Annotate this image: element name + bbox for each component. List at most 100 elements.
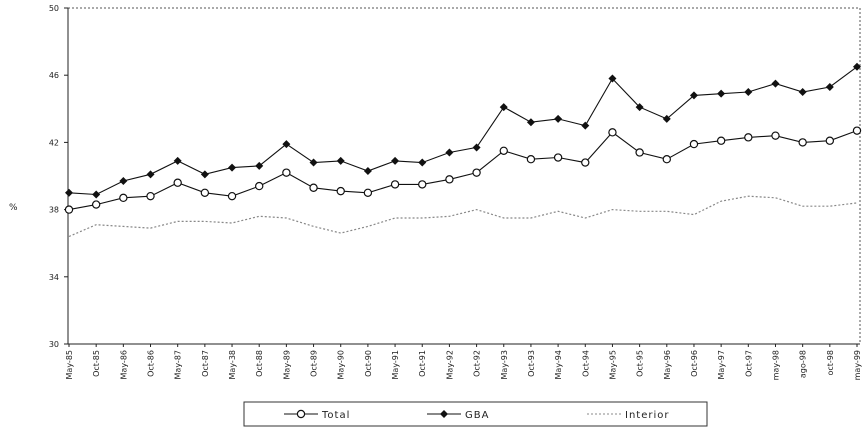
- series-line-gba: [68, 66, 858, 196]
- point-total: [635, 148, 644, 157]
- point-gba: [689, 91, 698, 100]
- point-gba: [717, 89, 726, 98]
- point-total: [119, 193, 128, 203]
- point-gba: [418, 158, 427, 167]
- x-tick-label: May-87: [174, 350, 183, 379]
- x-tick-label: May-95: [608, 350, 617, 379]
- point-gba: [228, 163, 237, 172]
- y-tick-label: 34: [49, 273, 59, 282]
- point-gba: [825, 82, 834, 91]
- point-total: [390, 180, 400, 189]
- point-gba: [309, 158, 318, 167]
- point-gba: [65, 188, 73, 197]
- point-gba: [608, 74, 617, 83]
- x-tick-label: May-93: [500, 350, 509, 379]
- x-tick-label: May-86: [119, 350, 128, 379]
- point-gba: [255, 161, 264, 170]
- point-gba: [771, 79, 780, 88]
- point-total: [499, 146, 508, 155]
- x-tick-label: Oct-89: [310, 350, 319, 377]
- x-tick-label: May-85: [65, 350, 74, 379]
- point-gba: [200, 170, 209, 179]
- point-total: [744, 133, 753, 142]
- point-gba: [635, 103, 644, 112]
- legend-box: [243, 401, 708, 427]
- point-total: [91, 200, 101, 209]
- x-tick-label: ago-98: [799, 350, 808, 378]
- point-total: [581, 158, 590, 167]
- point-total: [472, 168, 481, 177]
- point-total: [418, 180, 427, 189]
- point-total: [255, 181, 264, 191]
- point-gba: [445, 148, 454, 157]
- plot-area: [67, 7, 861, 345]
- x-tick-label: Oct-92: [473, 350, 482, 377]
- x-tick-label: May-97: [717, 350, 726, 379]
- point-gba: [336, 156, 345, 165]
- point-total: [662, 154, 671, 164]
- x-tick-label: Oct-94: [581, 350, 590, 377]
- x-tick-label: May-91: [391, 350, 400, 379]
- point-total: [146, 191, 155, 201]
- point-total: [173, 178, 182, 187]
- point-gba: [92, 190, 101, 199]
- point-gba: [363, 166, 372, 175]
- point-gba: [391, 156, 400, 165]
- point-total: [445, 175, 454, 184]
- point-gba: [662, 114, 671, 123]
- point-total: [553, 153, 563, 162]
- point-gba: [146, 170, 155, 179]
- series-layer: [64, 62, 862, 238]
- x-tick-label: may-99: [853, 350, 862, 380]
- x-tick-label: Oct-96: [690, 350, 699, 377]
- point-gba: [472, 143, 481, 152]
- y-axis-label: %: [9, 203, 18, 213]
- point-gba: [853, 62, 861, 71]
- legend-marker-gba: [440, 410, 448, 418]
- point-total: [64, 205, 74, 214]
- x-tick-label: Oct-97: [744, 350, 753, 377]
- point-total: [309, 183, 318, 192]
- point-gba: [282, 140, 291, 149]
- point-total: [689, 139, 699, 149]
- x-tick-label: May-90: [337, 350, 346, 379]
- legend-label-interior: Interior: [625, 410, 669, 421]
- point-gba: [499, 103, 508, 112]
- point-gba: [173, 156, 182, 165]
- y-tick-label: 30: [49, 340, 59, 349]
- y-tick-label: 46: [49, 71, 59, 80]
- x-tick-label: May-92: [445, 350, 454, 379]
- point-total: [771, 131, 780, 140]
- point-gba: [798, 88, 807, 96]
- point-total: [200, 188, 210, 197]
- y-tick-label: 38: [49, 206, 59, 215]
- x-tick-label: May-96: [663, 350, 672, 379]
- x-tick-label: Oct-88: [255, 350, 264, 377]
- point-gba: [554, 114, 563, 123]
- series-line-interior: [68, 195, 858, 238]
- x-tick-label: May-89: [282, 350, 291, 379]
- x-tick-label: may-98: [771, 350, 780, 380]
- x-tick-label: May-38: [228, 350, 237, 379]
- point-total: [336, 186, 345, 196]
- x-tick-label: Oct-85: [92, 350, 101, 377]
- point-total: [227, 191, 237, 201]
- point-total: [526, 154, 536, 164]
- point-total: [825, 136, 835, 145]
- legend-label-total: Total: [321, 410, 350, 421]
- x-tick-label: Oct-86: [147, 350, 156, 377]
- legend-marker-total: [296, 409, 306, 419]
- x-axis: May-85 Oct-85 May-86 Oct-86 May-87 Oct-87 May-…: [65, 344, 862, 380]
- point-total: [852, 126, 862, 135]
- point-total: [716, 136, 726, 145]
- y-axis: 30 34 38 42 46 50: [49, 4, 68, 349]
- point-gba: [119, 177, 128, 186]
- x-tick-label: oct-98: [826, 350, 835, 376]
- x-tick-label: May-94: [554, 350, 563, 379]
- point-total: [798, 138, 807, 147]
- y-tick-label: 50: [49, 4, 59, 13]
- x-tick-label: Oct-91: [418, 350, 427, 377]
- y-tick-label: 42: [49, 138, 59, 147]
- point-gba: [526, 118, 535, 127]
